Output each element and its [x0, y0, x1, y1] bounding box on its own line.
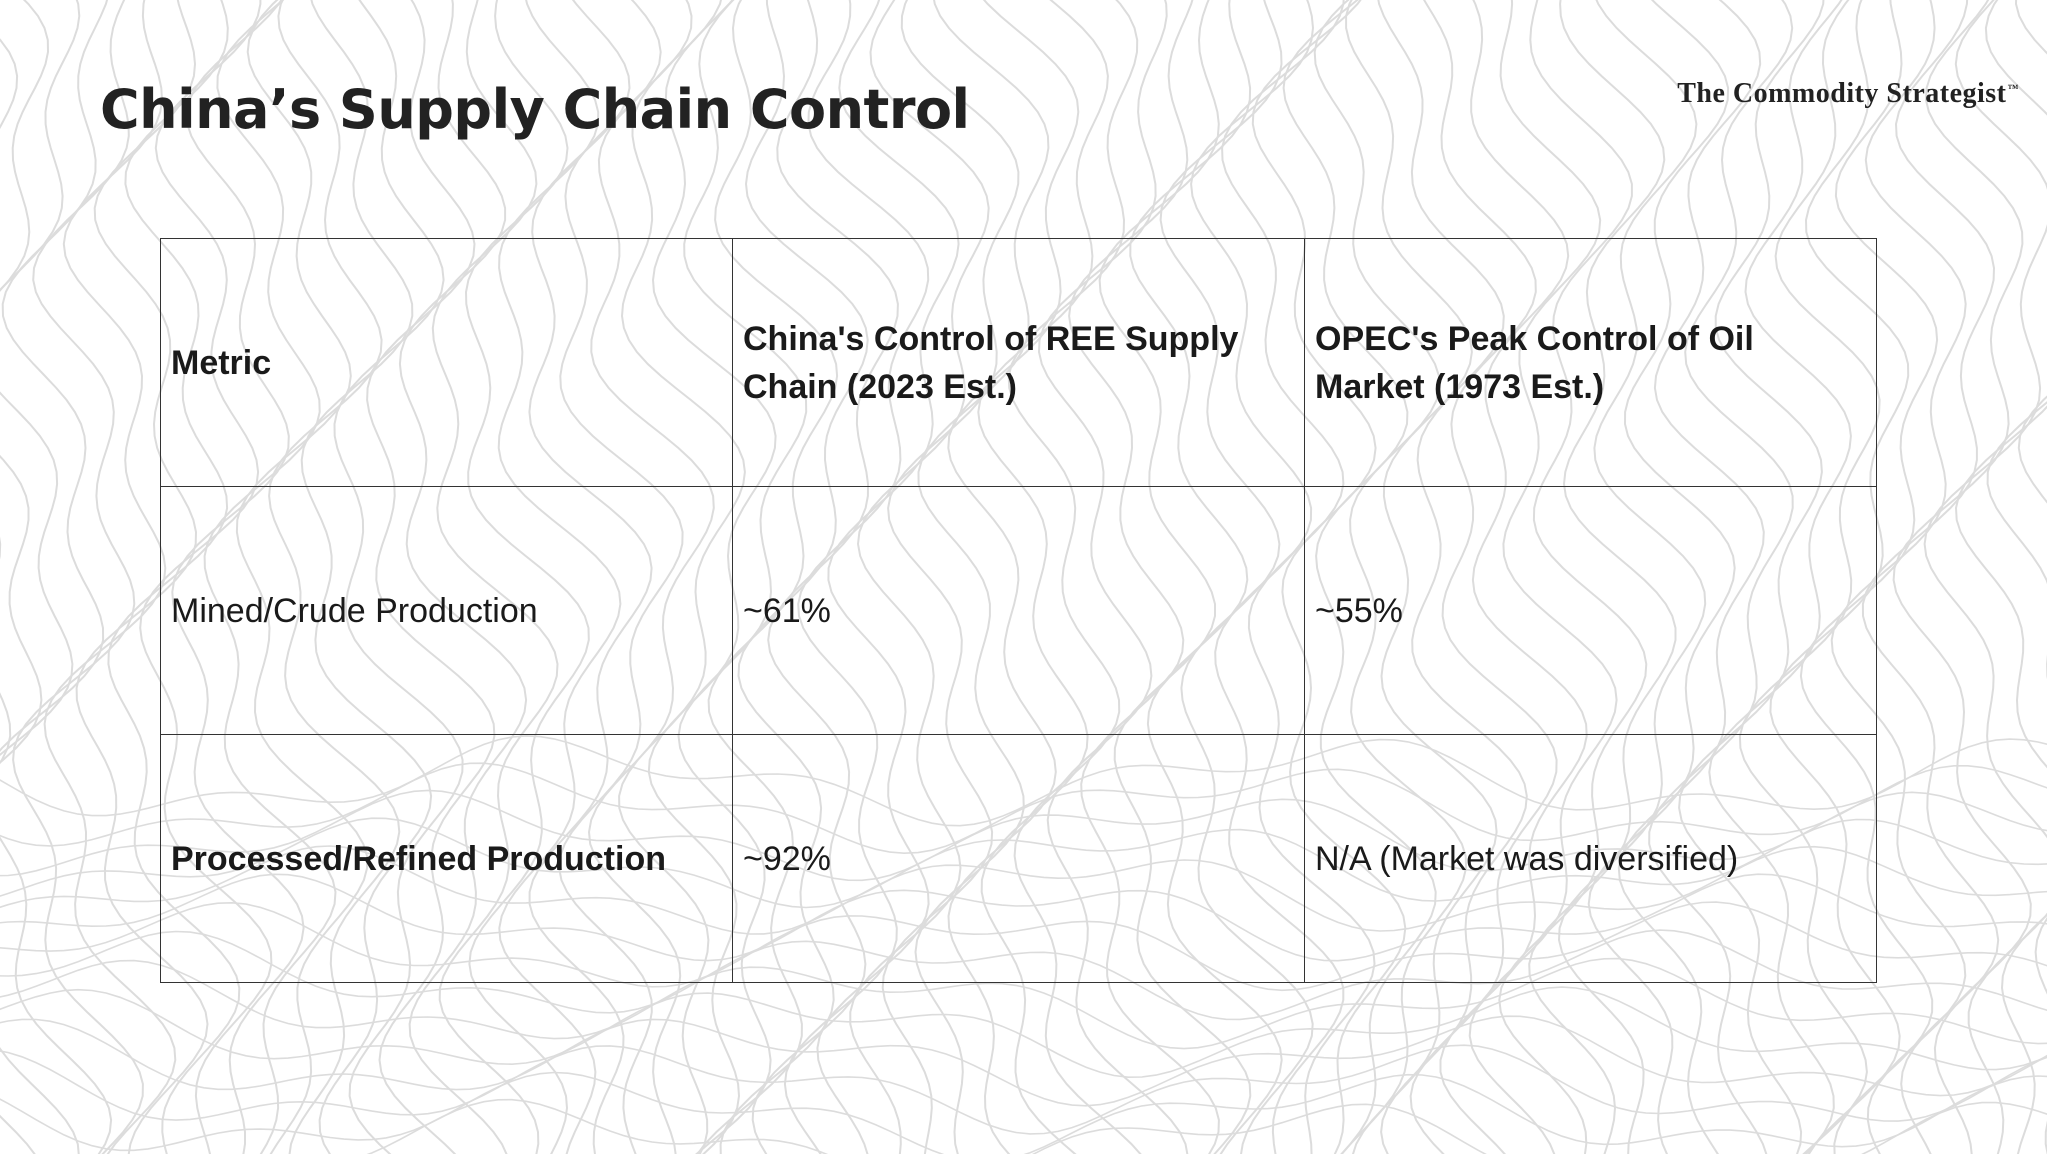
table-header-row: Metric China's Control of REE Supply Cha… [160, 238, 1877, 487]
table-row: Mined/Crude Production ~61% ~55% [160, 486, 1877, 735]
contour-line [1861, 0, 2000, 1154]
contour-line [1954, 0, 2047, 1154]
page-title: China’s Supply Chain Control [100, 78, 970, 141]
row-china-value: ~92% [732, 734, 1305, 983]
contour-line [1923, 0, 2047, 1154]
brand-name: The Commodity Strategist [1677, 78, 2007, 109]
row-metric-cell: Mined/Crude Production [160, 486, 733, 735]
brand-logo: The Commodity Strategist™ [1677, 78, 2019, 110]
comparison-table: Metric China's Control of REE Supply Cha… [160, 238, 1877, 983]
trademark-mark: ™ [2007, 82, 2019, 95]
contour-line [0, 1015, 2047, 1107]
contour-line [1799, 0, 1939, 1154]
contour-line [0, 0, 81, 1154]
contour-line [0, 957, 2047, 1050]
header-metric: Metric [160, 238, 733, 487]
header-china-ree: China's Control of REE Supply Chain (202… [732, 238, 1305, 487]
contour-line [0, 986, 2047, 1079]
row-opec-value: ~55% [1304, 486, 1877, 735]
row-opec-value: N/A (Market was diversified) [1304, 734, 1877, 983]
row-metric-cell: Processed/Refined Production [160, 734, 733, 983]
contour-line [1830, 0, 1967, 1154]
table-row: Processed/Refined Production ~92% N/A (M… [160, 734, 1877, 983]
contour-line [1892, 0, 2032, 1154]
contour-line [0, 1044, 2047, 1135]
contour-line [1986, 0, 2047, 1154]
contour-line [0, 0, 113, 1154]
contour-line [0, 0, 50, 1154]
contour-line [43, 0, 177, 1154]
row-china-value: ~61% [732, 486, 1305, 735]
contour-line [12, 0, 144, 1154]
contour-line [0, 1071, 2047, 1154]
header-opec-oil: OPEC's Peak Control of Oil Market (1973 … [1304, 238, 1877, 487]
